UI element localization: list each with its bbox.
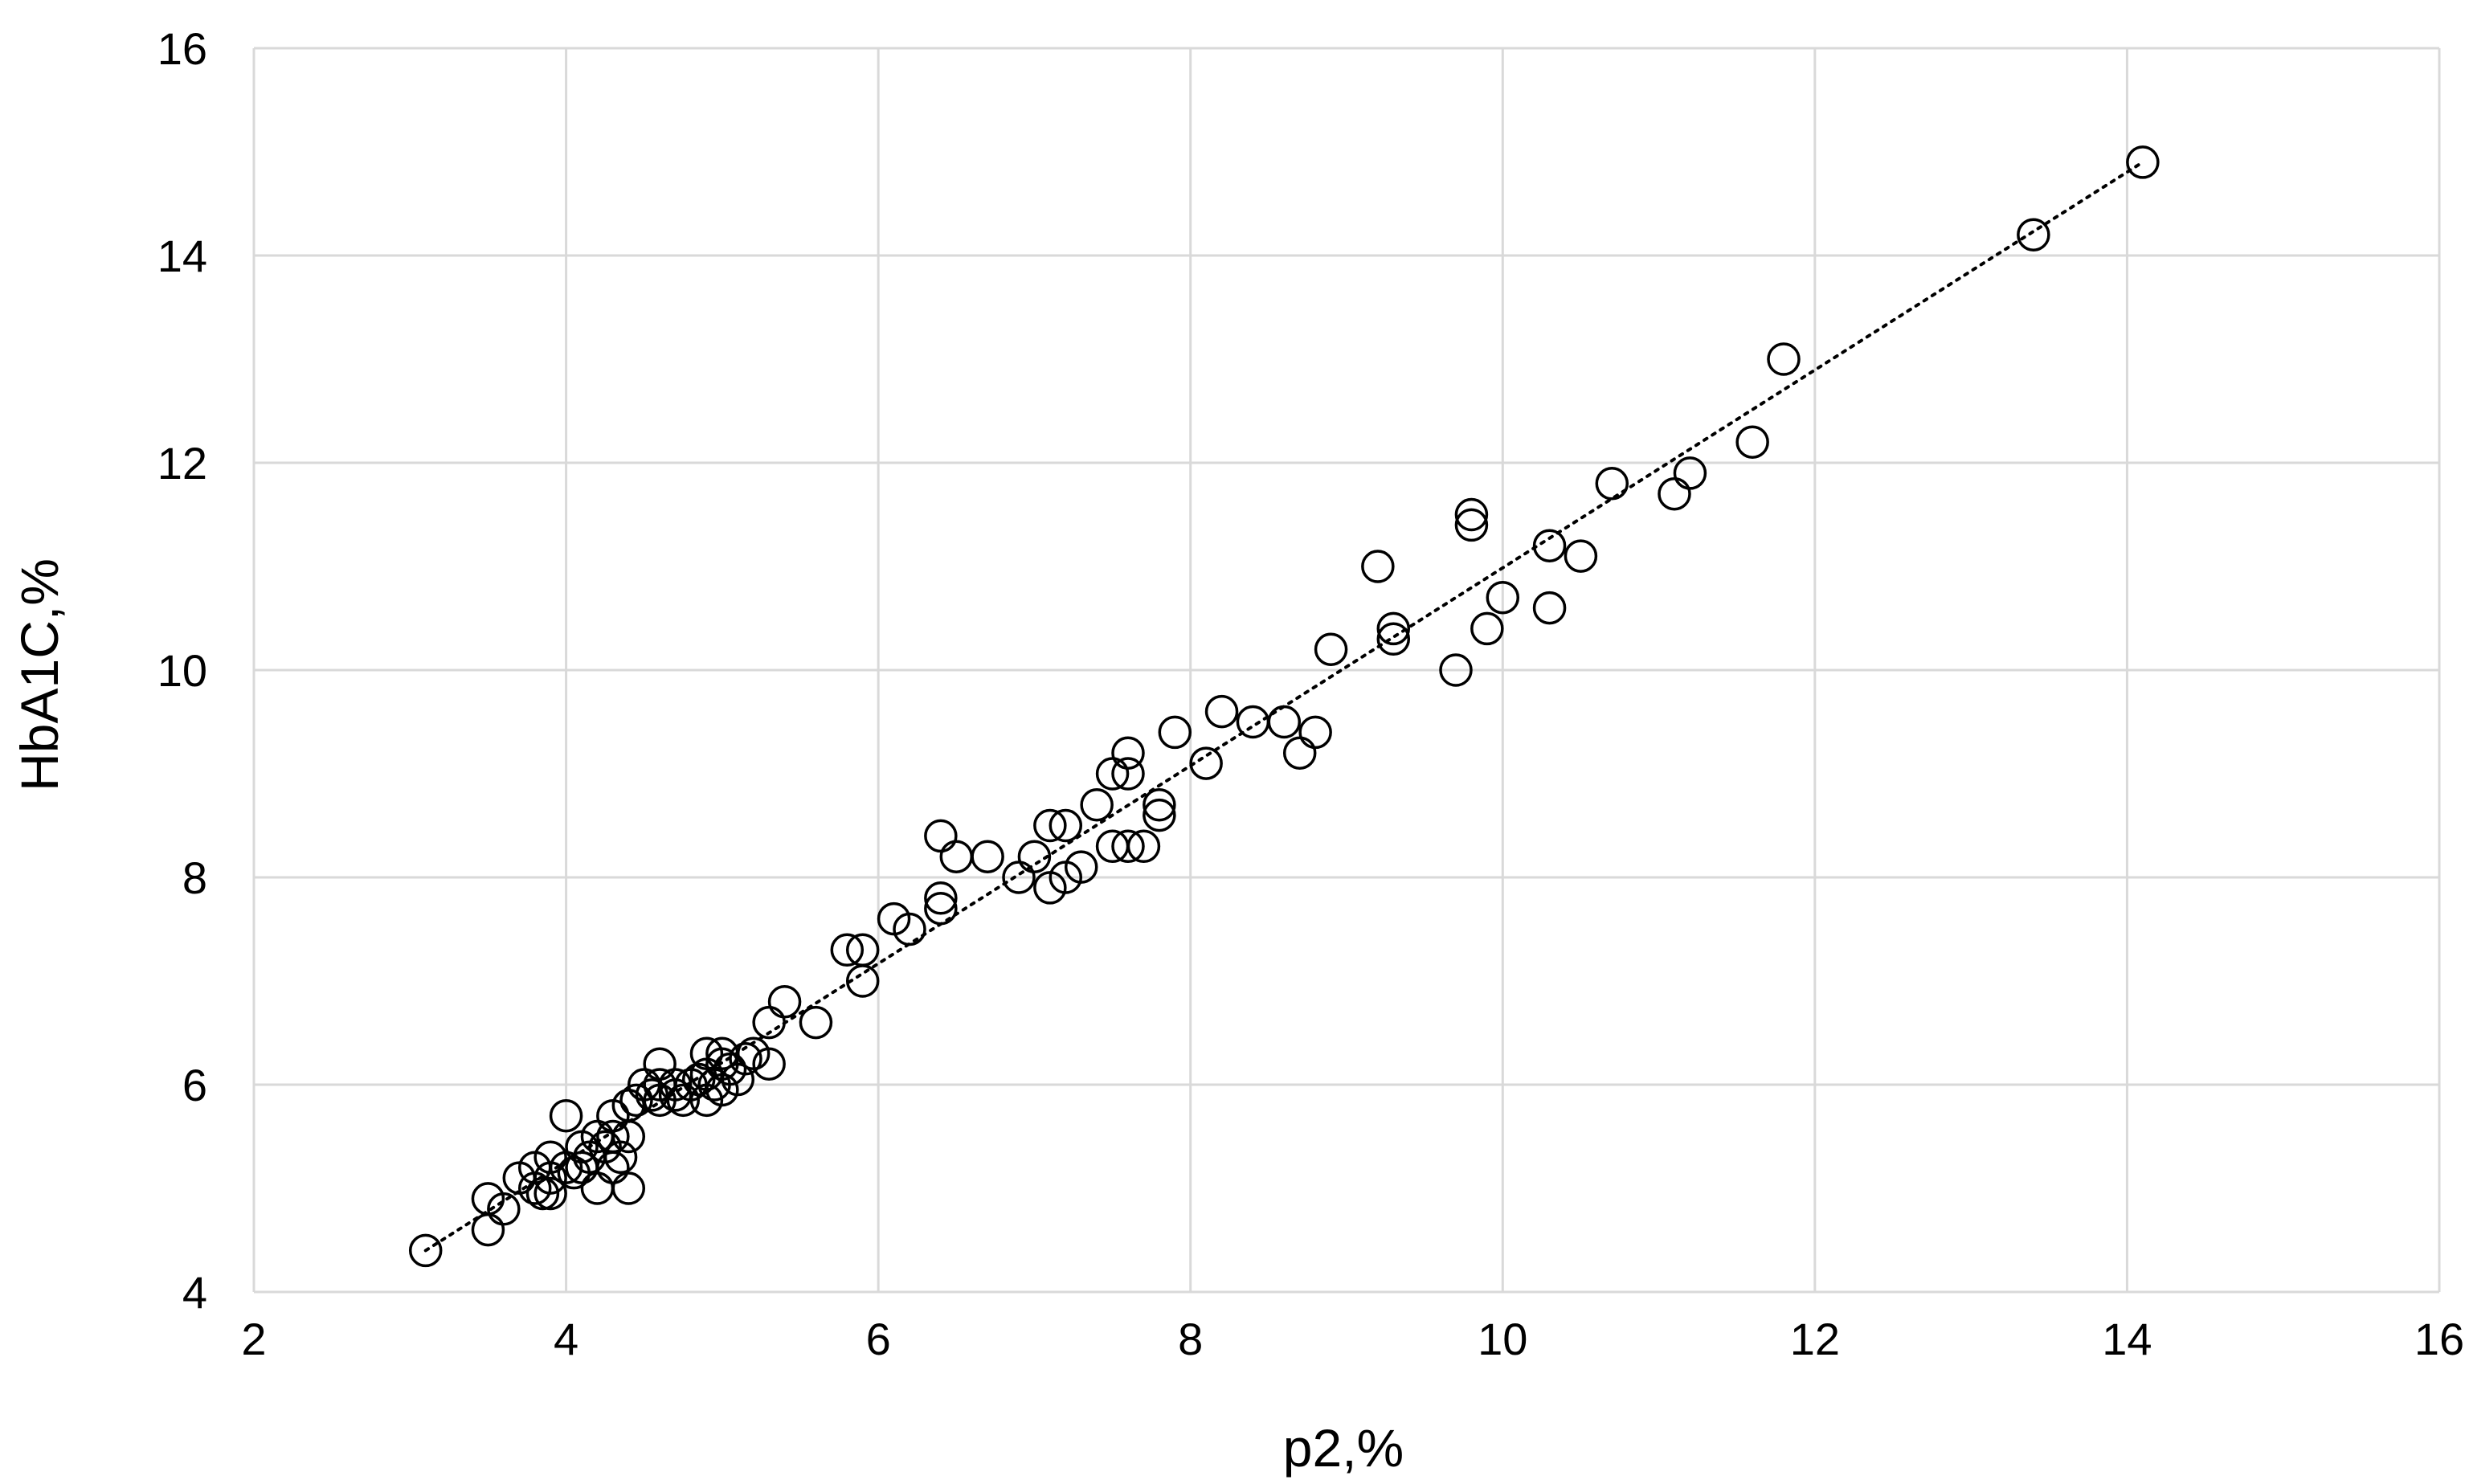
data-point [1236, 705, 1270, 739]
data-point [721, 1062, 755, 1097]
data-point [487, 1192, 521, 1226]
y-tick-label-10: 10 [157, 645, 207, 696]
y-tick-label-16: 16 [157, 23, 207, 74]
y-axis-title: HbA1C,% [10, 558, 69, 791]
data-point [611, 1171, 646, 1205]
data-point [1111, 736, 1145, 770]
data-point [1126, 829, 1161, 864]
data-point [1376, 611, 1411, 646]
data-point [1532, 591, 1567, 625]
x-tick-label-8: 8 [1178, 1314, 1203, 1364]
data-point [619, 1083, 653, 1118]
data-point [549, 1098, 583, 1133]
data-point [752, 1047, 786, 1081]
data-point [408, 1233, 443, 1268]
plot-frame [252, 48, 2439, 1294]
data-point [1376, 622, 1411, 656]
data-point [924, 819, 958, 853]
data-point [1189, 746, 1223, 780]
data-point [681, 1062, 716, 1097]
y-tick-label-14: 14 [157, 231, 207, 281]
data-point [1532, 529, 1567, 562]
data-point [729, 1042, 762, 1076]
data-point [1158, 715, 1192, 750]
y-tick-label-12: 12 [157, 438, 207, 489]
data-point [2017, 218, 2050, 251]
x-tick-labels: 2 4 6 8 10 12 14 16 [241, 1314, 2464, 1364]
data-point [845, 964, 880, 998]
data-points [408, 145, 2160, 1268]
data-point [603, 1140, 638, 1175]
data-point [893, 912, 926, 946]
data-point [1143, 787, 1176, 822]
y-tick-labels: 4 6 8 10 12 14 16 [157, 23, 207, 1318]
data-point [1439, 653, 1473, 687]
data-point [1111, 757, 1145, 791]
data-point [658, 1068, 693, 1102]
data-point [1470, 611, 1504, 646]
data-point [1673, 456, 1707, 490]
data-point [1064, 850, 1098, 884]
x-tick-label-16: 16 [2414, 1314, 2464, 1364]
data-point [799, 1005, 833, 1040]
data-point [1282, 736, 1317, 770]
x-axis-title: p2,% [1283, 1418, 1404, 1478]
x-tick-label-14: 14 [2102, 1314, 2152, 1364]
grid-lines [252, 47, 2441, 1294]
data-point [1033, 808, 1067, 843]
data-point [1735, 425, 1769, 459]
data-point [2126, 145, 2160, 179]
x-tick-label-10: 10 [1478, 1314, 1527, 1364]
data-point [1267, 705, 1302, 739]
data-point [1454, 508, 1489, 542]
x-tick-label-6: 6 [866, 1314, 891, 1364]
data-point [1314, 632, 1348, 666]
data-point [1595, 467, 1629, 501]
x-tick-label-2: 2 [241, 1314, 266, 1364]
data-point [1080, 787, 1114, 822]
data-point [830, 933, 865, 967]
data-point [767, 985, 802, 1019]
data-point [1017, 840, 1052, 873]
data-point [1049, 808, 1083, 843]
data-point [1767, 342, 1801, 376]
data-point [1111, 829, 1145, 864]
data-point [924, 881, 958, 915]
y-tick-label-8: 8 [182, 852, 207, 903]
data-point [924, 891, 958, 926]
data-point [533, 1176, 567, 1211]
data-point [1486, 580, 1520, 615]
y-tick-label-6: 6 [182, 1060, 207, 1110]
x-tick-label-12: 12 [1790, 1314, 1840, 1364]
data-point [525, 1176, 560, 1211]
data-point [971, 840, 1004, 873]
data-point [1564, 539, 1598, 573]
x-tick-label-4: 4 [554, 1314, 578, 1364]
data-point [1454, 497, 1489, 532]
data-point [1361, 550, 1395, 583]
data-point [939, 840, 974, 873]
data-point [471, 1212, 505, 1247]
data-point [635, 1078, 669, 1112]
data-point [1204, 694, 1239, 729]
data-point [580, 1171, 615, 1205]
data-point [1298, 715, 1332, 750]
y-tick-label-4: 4 [182, 1267, 207, 1318]
data-point [1143, 798, 1176, 832]
data-point [1658, 476, 1691, 511]
